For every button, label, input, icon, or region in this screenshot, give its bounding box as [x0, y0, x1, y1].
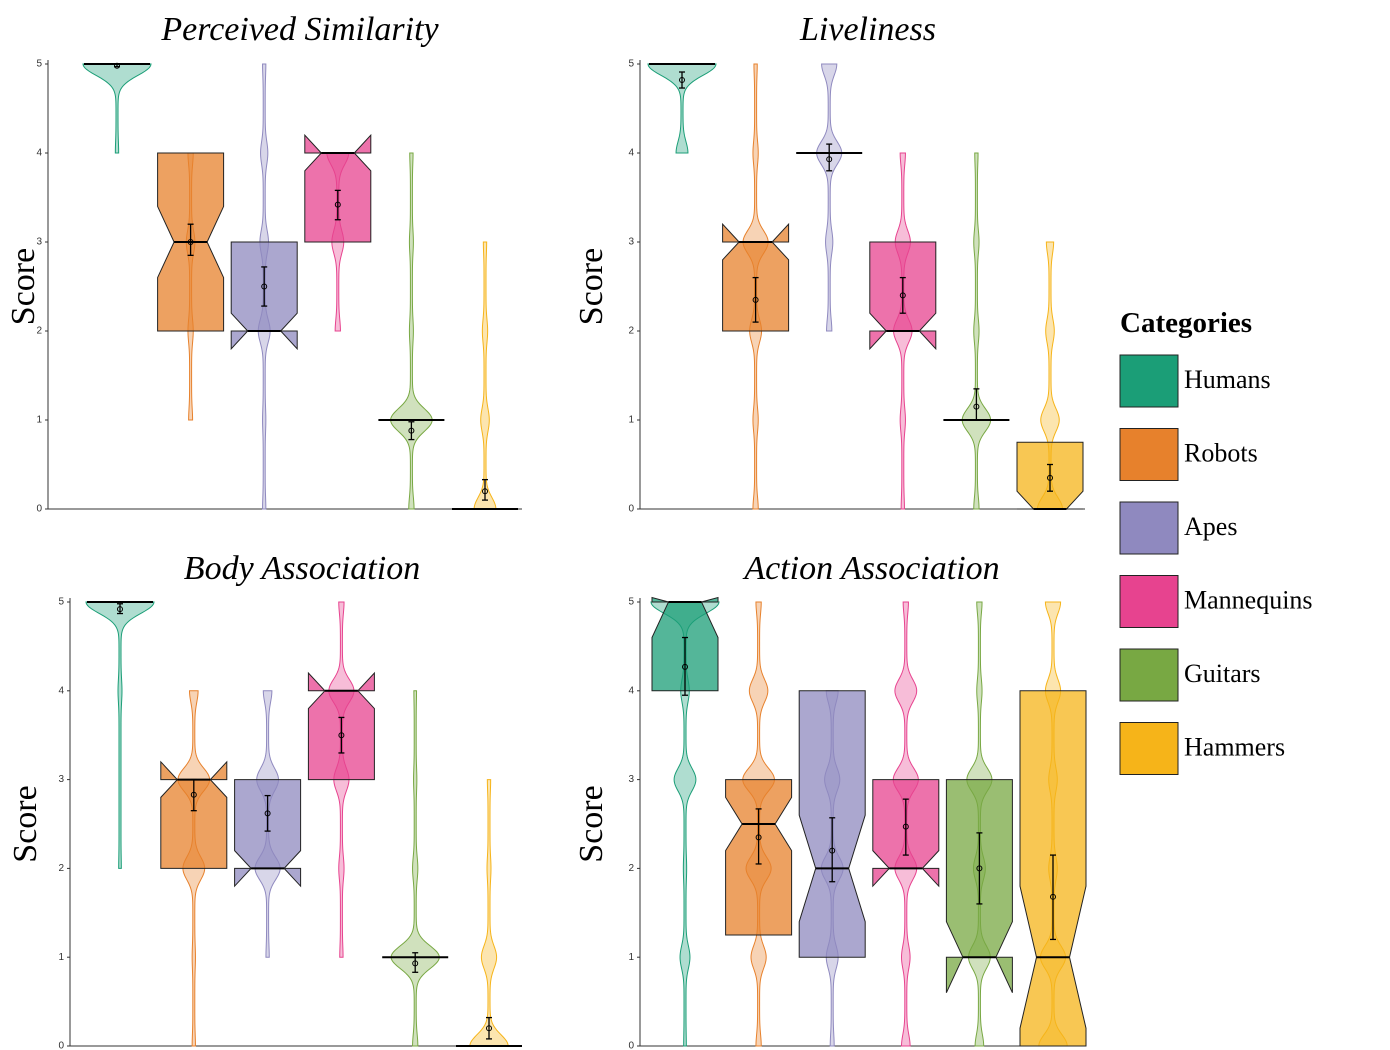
y-tick-label: 5: [58, 597, 64, 608]
chart-title: Liveliness: [799, 11, 936, 48]
legend-swatch: [1120, 649, 1178, 701]
group: [231, 64, 297, 509]
violin: [391, 691, 439, 1046]
chart-title: Perceived Similarity: [160, 11, 439, 48]
violin: [962, 153, 990, 509]
violin: [86, 602, 154, 868]
group: [796, 64, 862, 331]
y-tick-label: 5: [628, 597, 634, 608]
y-tick-label: 1: [628, 415, 634, 426]
legend-swatch: [1120, 355, 1178, 407]
group: [86, 602, 154, 868]
y-tick-label: 1: [58, 952, 64, 963]
legend-swatch: [1120, 723, 1178, 775]
group: [305, 135, 371, 331]
y-axis-label: Score: [573, 785, 610, 862]
y-tick-label: 3: [58, 774, 64, 785]
group: [946, 602, 1012, 1046]
legend-label: Robots: [1184, 438, 1258, 467]
y-tick-label: 5: [628, 59, 634, 70]
y-tick-label: 4: [36, 148, 42, 159]
group: [651, 598, 719, 1046]
violin: [474, 242, 496, 509]
legend-swatch: [1120, 502, 1178, 554]
group: [158, 153, 224, 420]
legend-label: Humans: [1184, 365, 1271, 394]
legend-swatch: [1120, 576, 1178, 628]
y-tick-label: 3: [628, 237, 634, 248]
group: [1017, 242, 1083, 509]
y-tick-label: 2: [58, 863, 64, 874]
chart-title: Body Association: [184, 550, 420, 587]
y-tick-label: 1: [36, 415, 42, 426]
group: [456, 780, 522, 1046]
legend-label: Hammers: [1184, 732, 1285, 761]
group: [161, 691, 227, 1046]
group: [873, 602, 939, 1046]
legend: Categories: [1120, 307, 1252, 339]
y-tick-label: 3: [36, 237, 42, 248]
violin: [83, 64, 151, 153]
legend-label: Mannequins: [1184, 585, 1313, 614]
group: [870, 153, 936, 509]
violin: [470, 780, 508, 1046]
chart-title: Action Association: [742, 550, 999, 587]
group: [378, 153, 444, 509]
legend-label: Guitars: [1184, 659, 1261, 688]
y-tick-label: 4: [58, 685, 64, 696]
group: [726, 602, 792, 1046]
group: [235, 691, 301, 957]
y-tick-label: 0: [58, 1041, 64, 1050]
y-axis-label: Score: [5, 248, 42, 325]
group: [1020, 602, 1086, 1046]
group: [648, 64, 716, 153]
y-axis-label: Score: [573, 248, 610, 325]
y-tick-label: 4: [628, 148, 634, 159]
y-tick-label: 0: [36, 504, 42, 515]
box: [305, 135, 371, 242]
y-axis-label: Score: [7, 785, 44, 862]
group: [799, 691, 865, 1046]
y-tick-label: 0: [628, 1041, 634, 1050]
y-tick-label: 3: [628, 774, 634, 785]
legend-label: Apes: [1184, 512, 1237, 541]
violin: [391, 153, 433, 509]
violin: [817, 64, 842, 331]
y-tick-label: 2: [36, 326, 42, 337]
group: [382, 691, 448, 1046]
figure: Categories Humans Robots Apes Mannequins Gui…: [0, 0, 1390, 1050]
group: [943, 153, 1009, 509]
group: [452, 242, 518, 509]
legend-swatch: [1120, 429, 1178, 481]
legend-title: Categories: [1120, 307, 1252, 339]
group: [723, 64, 789, 509]
group: [83, 63, 151, 153]
y-tick-label: 0: [628, 504, 634, 515]
y-tick-label: 5: [36, 59, 42, 70]
y-tick-label: 4: [628, 685, 634, 696]
y-tick-label: 2: [628, 863, 634, 874]
y-tick-label: 1: [628, 952, 634, 963]
group: [308, 602, 374, 957]
y-tick-label: 2: [628, 326, 634, 337]
